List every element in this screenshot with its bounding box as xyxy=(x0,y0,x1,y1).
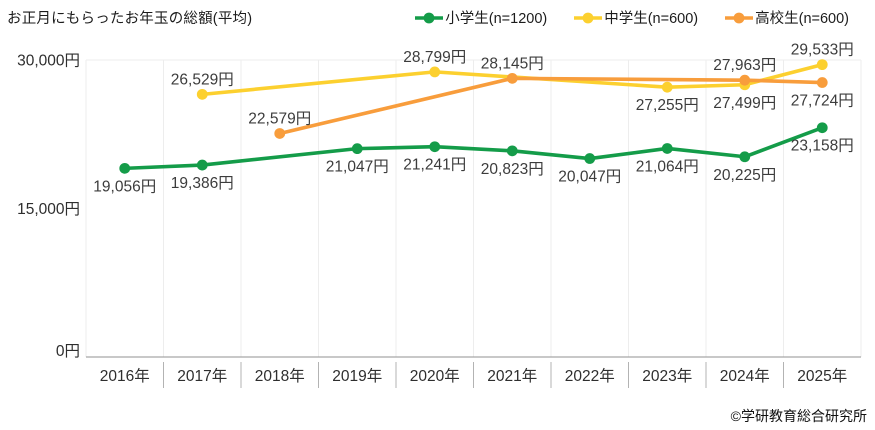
data-point xyxy=(816,122,828,134)
legend: 小学生(n=1200) 中学生(n=600) 高校生(n=600) xyxy=(414,7,849,28)
data-point-label: 21,047円 xyxy=(326,159,389,176)
x-axis-tick-label: 2016年 xyxy=(100,367,150,385)
data-point-label: 29,533円 xyxy=(791,42,854,59)
x-axis-tick-label: 2020年 xyxy=(410,367,460,385)
legend-marker-icon xyxy=(725,12,754,23)
legend-label: 中学生(n=600) xyxy=(604,11,699,27)
data-point xyxy=(506,72,518,84)
y-axis-tick-label: 0円 xyxy=(56,343,80,360)
data-point xyxy=(584,153,596,164)
data-point-label: 28,799円 xyxy=(403,49,466,66)
legend-marker-icon xyxy=(415,12,444,23)
x-axis-tick-label: 2017年 xyxy=(177,367,227,385)
x-axis-tick-label: 2025年 xyxy=(797,367,847,385)
data-point-label: 28,145円 xyxy=(481,55,544,72)
data-point xyxy=(739,74,751,86)
legend-label: 高校生(n=600) xyxy=(755,11,849,27)
data-point xyxy=(196,159,208,171)
y-axis-tick-label: 15,000円 xyxy=(17,201,80,218)
data-point-label: 21,241円 xyxy=(403,157,466,174)
data-point xyxy=(351,143,363,155)
data-point-label: 19,056円 xyxy=(93,178,156,195)
legend-item-2: 高校生(n=600) xyxy=(724,7,849,28)
data-point xyxy=(274,128,286,139)
legend-label: 小学生(n=1200) xyxy=(445,11,548,27)
y-axis-tick-label: 30,000円 xyxy=(17,53,80,70)
x-axis-tick-label: 2024年 xyxy=(720,367,770,385)
data-point xyxy=(196,88,208,100)
data-point-label: 27,255円 xyxy=(636,97,699,114)
data-point-label: 27,724円 xyxy=(791,93,854,110)
data-point-label: 19,386円 xyxy=(171,175,234,192)
legend-item-0: 小学生(n=1200) xyxy=(414,7,547,28)
data-point-label: 27,499円 xyxy=(713,95,776,112)
series-line-2 xyxy=(277,76,825,136)
x-axis-tick-label: 2023年 xyxy=(642,367,692,385)
data-point xyxy=(739,151,751,163)
copyright-text: ©学研教育総合研究所 xyxy=(730,408,867,424)
x-axis-tick-label: 2022年 xyxy=(565,367,615,385)
data-point-label: 26,529円 xyxy=(171,71,234,88)
data-point xyxy=(119,162,131,174)
x-axis-tick-label: 2019年 xyxy=(332,367,382,385)
legend-item-1: 中学生(n=600) xyxy=(573,7,698,28)
data-point xyxy=(506,145,518,157)
data-point-label: 20,823円 xyxy=(481,161,544,178)
data-point xyxy=(661,143,673,154)
data-point-label: 21,064円 xyxy=(636,158,699,175)
data-point xyxy=(429,141,441,153)
legend-marker-icon xyxy=(574,12,603,23)
chart-title: お正月にもらったお年玉の総額(平均) xyxy=(7,11,253,27)
data-point-label: 20,225円 xyxy=(713,167,776,184)
data-point-label: 20,047円 xyxy=(558,169,621,186)
x-axis-tick-label: 2021年 xyxy=(487,367,537,385)
data-point xyxy=(816,59,828,71)
data-point-label: 23,158円 xyxy=(791,138,854,155)
x-axis-tick-label: 2018年 xyxy=(255,367,305,385)
data-point xyxy=(429,66,441,78)
data-point xyxy=(816,77,828,88)
data-point-label: 22,579円 xyxy=(248,110,311,127)
data-point xyxy=(661,81,673,93)
data-point-label: 27,963円 xyxy=(713,57,776,74)
